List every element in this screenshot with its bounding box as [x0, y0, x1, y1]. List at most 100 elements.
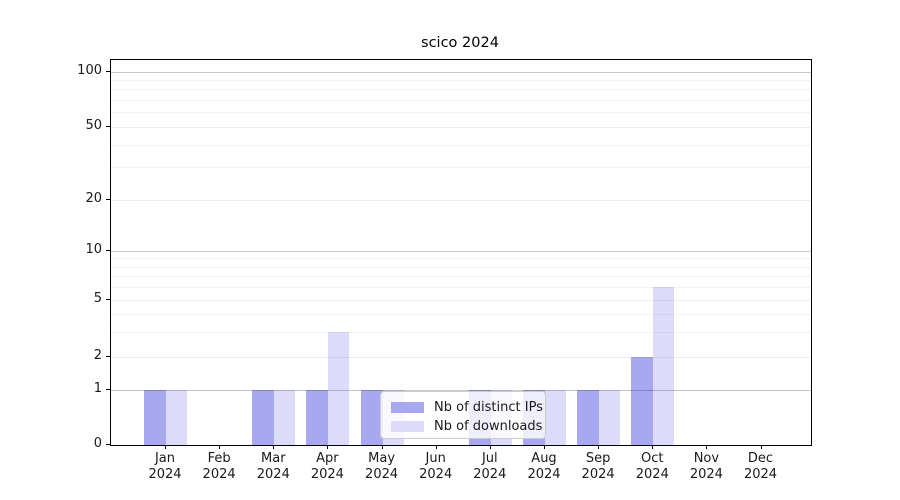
x-tick-mark-dec	[760, 445, 762, 449]
grid-minor-line-y60	[111, 112, 811, 114]
grid-minor-line-y3	[111, 331, 811, 333]
x-tick-month: May	[368, 451, 396, 466]
y-tick-label-10: 10	[85, 242, 102, 257]
bar-downloads-mar	[274, 389, 296, 445]
x-tick-label-feb: Feb 2024	[191, 451, 247, 482]
grid-minor-line-y80	[111, 89, 811, 91]
grid-line-y50	[111, 127, 811, 128]
grid-line-y10	[111, 251, 811, 252]
y-tick-mark-50	[106, 126, 110, 127]
x-tick-month: Dec	[747, 451, 774, 466]
y-tick-label-20: 20	[85, 190, 102, 206]
x-tick-label-mar: Mar 2024	[245, 451, 301, 482]
legend-label-distinct-ips: Nb of distinct IPs	[434, 400, 543, 415]
grid-minor-line-y6	[111, 287, 811, 289]
x-tick-label-dec: Dec 2024	[733, 451, 789, 482]
x-tick-mark-nov	[706, 445, 708, 449]
x-tick-label-jul: Jul 2024	[462, 451, 518, 482]
y-tick-label-50: 50	[85, 118, 102, 133]
x-tick-month: Nov	[693, 451, 720, 466]
grid-line-y5	[111, 300, 811, 301]
y-tick-mark-100	[106, 70, 110, 72]
legend-label-downloads: Nb of downloads	[434, 419, 543, 434]
bar-ips-oct	[631, 357, 654, 445]
x-tick-label-nov: Nov 2024	[678, 451, 734, 482]
x-tick-mark-jun	[435, 445, 437, 449]
x-tick-label-may: May 2024	[354, 451, 410, 482]
legend-swatch-distinct-ips-icon	[391, 402, 424, 413]
grid-minor-line-y8	[111, 266, 811, 268]
legend-item-downloads: Nb of downloads	[391, 418, 545, 435]
grid-minor-line-y30	[111, 167, 811, 169]
grid-line-y2	[111, 357, 811, 358]
x-tick-year: 2024	[527, 466, 561, 482]
grid-line-y100	[111, 71, 811, 73]
x-tick-label-oct: Oct 2024	[624, 451, 680, 482]
grid-minor-line-y7	[111, 276, 811, 278]
bar-downloads-jan	[166, 389, 187, 445]
x-tick-label-jan: Jan 2024	[137, 451, 193, 482]
legend: Nb of distinct IPs Nb of downloads	[380, 391, 546, 439]
bar-ips-jan	[144, 389, 166, 445]
x-tick-mark-feb	[219, 445, 221, 449]
x-tick-year: 2024	[365, 466, 399, 482]
y-tick-mark-10	[106, 250, 110, 251]
x-tick-mark-apr	[327, 445, 329, 449]
bar-downloads-sep	[599, 389, 621, 445]
x-tick-mark-sep	[598, 445, 600, 449]
x-tick-mark-aug	[544, 445, 545, 449]
x-tick-mark-mar	[273, 445, 275, 449]
x-tick-month: Feb	[207, 451, 231, 466]
x-tick-month: Aug	[531, 451, 557, 466]
x-tick-year: 2024	[256, 466, 290, 482]
x-tick-month: Jun	[425, 451, 446, 466]
x-tick-month: Apr	[316, 451, 339, 466]
y-tick-label-1: 1	[93, 380, 102, 396]
x-tick-month: Jul	[481, 451, 498, 466]
x-tick-year: 2024	[635, 466, 669, 482]
x-tick-mark-may	[381, 445, 383, 449]
x-tick-month: Sep	[585, 451, 611, 466]
x-tick-year: 2024	[743, 466, 778, 482]
legend-item-distinct-ips: Nb of distinct IPs	[391, 399, 545, 416]
bar-ips-may	[360, 389, 383, 445]
x-tick-year: 2024	[419, 466, 453, 482]
x-tick-label-jun: Jun 2024	[408, 451, 464, 482]
y-tick-label-5: 5	[93, 291, 102, 306]
x-tick-month: Jan	[154, 451, 176, 466]
x-tick-mark-jul	[489, 445, 491, 449]
grid-minor-line-y70	[111, 100, 811, 102]
grid-minor-line-y40	[111, 144, 811, 146]
y-tick-label-2: 2	[93, 348, 102, 363]
x-tick-label-apr: Apr 2024	[299, 451, 355, 482]
x-tick-year: 2024	[202, 466, 236, 482]
x-tick-year: 2024	[581, 466, 615, 482]
grid-minor-line-y90	[111, 79, 811, 81]
y-tick-mark-2	[106, 356, 110, 357]
plot-area: Nb of distinct IPs Nb of downloads	[110, 59, 812, 446]
x-tick-year: 2024	[148, 466, 182, 482]
chart-title: scico 2024	[421, 35, 499, 51]
bar-downloads-oct	[653, 287, 675, 445]
grid-minor-line-y9	[111, 258, 811, 260]
x-tick-month: Mar	[261, 451, 286, 466]
y-tick-label-100: 100	[77, 62, 102, 78]
x-tick-year: 2024	[689, 466, 723, 482]
bar-downloads-aug	[545, 389, 566, 445]
legend-swatch-downloads-icon	[391, 421, 424, 432]
x-tick-year: 2024	[473, 466, 507, 482]
x-tick-label-aug: Aug 2024	[516, 451, 572, 482]
y-tick-label-0: 0	[93, 435, 102, 451]
y-tick-mark-1	[106, 388, 110, 390]
x-tick-month: Oct	[641, 451, 664, 466]
grid-minor-line-y4	[111, 313, 811, 315]
x-tick-year: 2024	[310, 466, 344, 482]
y-tick-mark-5	[106, 299, 110, 300]
bar-ips-mar	[252, 389, 275, 445]
y-tick-mark-0	[106, 443, 110, 445]
x-tick-mark-oct	[652, 445, 654, 449]
bar-downloads-apr	[328, 331, 350, 445]
y-tick-mark-20	[106, 198, 110, 200]
x-tick-mark-jan	[165, 445, 166, 449]
